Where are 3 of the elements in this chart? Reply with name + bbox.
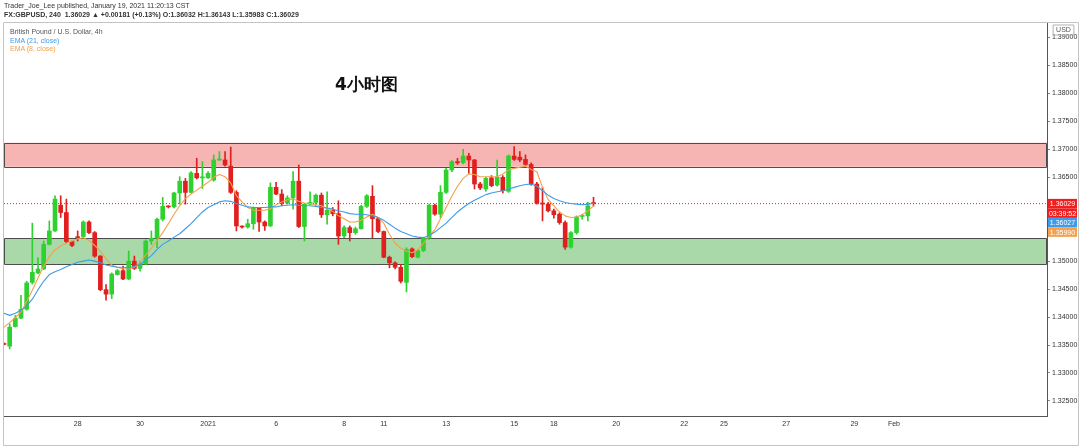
candlestick (466, 152, 472, 174)
text: 4小时图 (335, 74, 398, 95)
candlestick (194, 157, 200, 180)
